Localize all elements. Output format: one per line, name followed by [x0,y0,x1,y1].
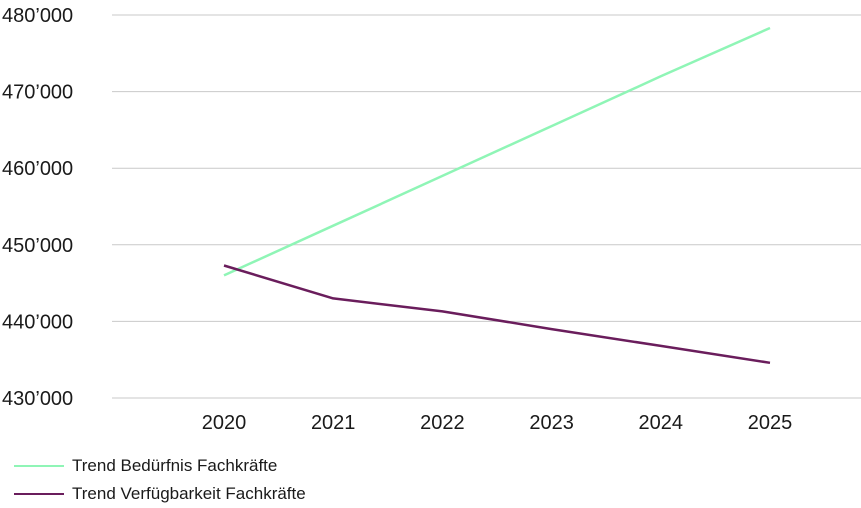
x-tick-label: 2023 [529,412,574,434]
series-line-verfugbarkeit [223,264,771,365]
legend-label-verfugbarkeit: Trend Verfügbarkeit Fachkräfte [72,484,306,503]
x-tick-label: 2025 [748,412,793,434]
y-axis-ticks: 430’000 440’000 450’000 460’000 470’000 480’0… [2,5,73,410]
series-lines [223,26,771,365]
legend: Trend Bedürfnis Fachkräfte Trend Verfügb… [14,452,306,508]
y-tick-label: 460’000 [2,158,73,180]
x-tick-label: 2024 [639,412,684,434]
legend-label-bedurfnis: Trend Bedürfnis Fachkräfte [72,456,278,475]
line-chart: 430’000 440’000 450’000 460’000 470’000 480’0… [2,5,861,434]
y-tick-label: 480’000 [2,5,73,27]
series-line-bedurfnis [223,26,771,277]
y-tick-label: 440’000 [2,311,73,333]
x-tick-label: 2022 [420,412,465,434]
x-tick-label: 2020 [202,412,247,434]
y-tick-label: 430’000 [2,388,73,410]
y-tick-label: 450’000 [2,235,73,257]
legend-item-verfugbarkeit: Trend Verfügbarkeit Fachkräfte [14,480,306,508]
x-tick-label: 2021 [311,412,356,434]
y-tick-label: 470’000 [2,82,73,104]
x-axis-ticks: 2020 2021 2022 2023 2024 2025 [202,412,793,434]
legend-swatch-verfugbarkeit [14,493,64,495]
legend-item-bedurfnis: Trend Bedürfnis Fachkräfte [14,452,306,480]
legend-swatch-bedurfnis [14,465,64,467]
grid-lines [112,14,861,399]
